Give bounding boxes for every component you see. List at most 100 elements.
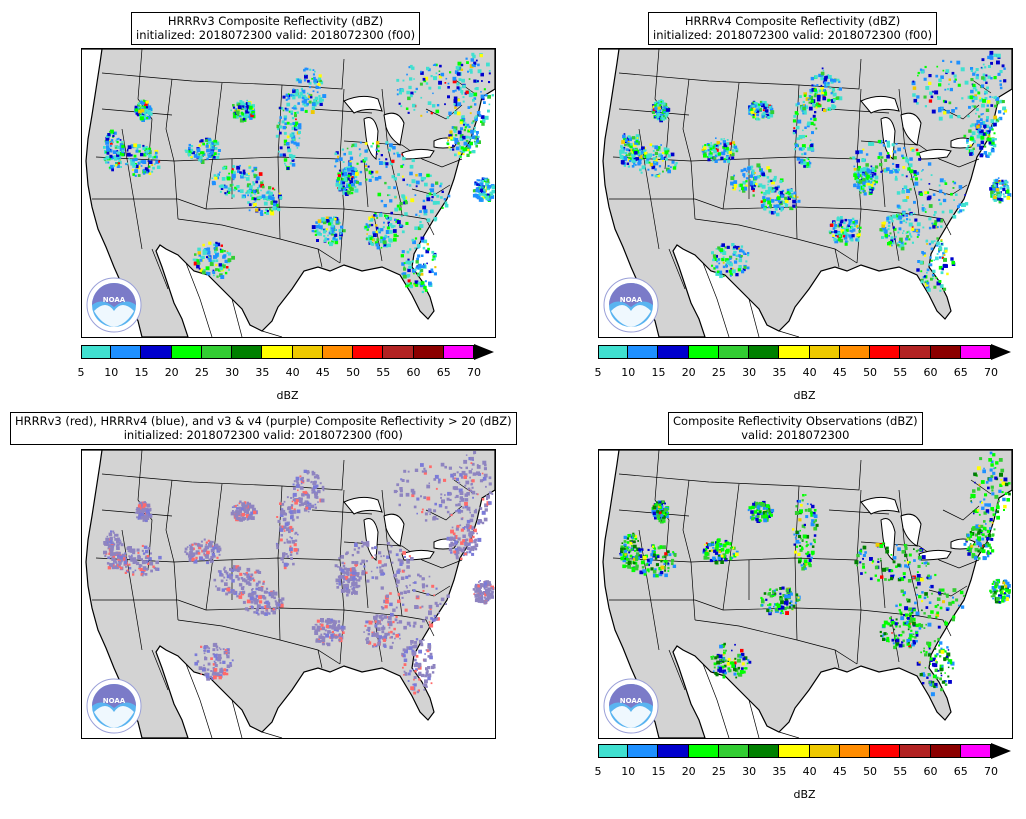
colorbar-tick-label: 50 xyxy=(863,765,878,778)
state-border xyxy=(231,298,243,337)
state-border xyxy=(918,214,952,236)
colorbar-tick-label: 50 xyxy=(346,366,361,379)
panel-title: Composite Reflectivity Observations (dBZ… xyxy=(668,412,923,445)
state-border xyxy=(401,214,435,236)
colorbar-tick-label: 55 xyxy=(376,366,391,379)
colorbar-swatch xyxy=(628,744,659,758)
state-border xyxy=(373,214,383,262)
state-border xyxy=(682,479,696,621)
colorbar-swatch xyxy=(930,345,961,359)
colorbar-tick-label: 50 xyxy=(863,366,878,379)
colorbar-tick-label: 30 xyxy=(742,366,757,379)
colorbar-swatch xyxy=(900,345,931,359)
map-observations: NOAA xyxy=(598,449,1013,739)
colorbar-swatches xyxy=(598,744,992,758)
state-border xyxy=(231,699,243,738)
state-border xyxy=(373,615,383,663)
state-border xyxy=(682,78,696,220)
colorbar-swatch xyxy=(322,345,354,359)
colorbar-tick-label: 15 xyxy=(651,765,666,778)
colorbar-swatch xyxy=(870,744,901,758)
state-border xyxy=(609,198,920,216)
state-border xyxy=(151,649,169,691)
state-border xyxy=(748,298,760,337)
great-lake xyxy=(918,148,952,160)
state-border xyxy=(722,82,740,210)
colorbar-swatch xyxy=(809,345,840,359)
colorbar-tick-label: 40 xyxy=(802,765,817,778)
panel-title: HRRRv3 Composite Reflectivity (dBZ) init… xyxy=(131,12,421,45)
colorbar-swatch xyxy=(839,744,871,758)
colorbar-tick-label: 5 xyxy=(594,366,602,379)
colorbar-swatch xyxy=(718,744,750,758)
colorbar-swatch xyxy=(688,345,719,359)
state-border xyxy=(702,262,730,337)
colorbar-tick-label: 30 xyxy=(225,366,240,379)
colorbar-tick-label: 60 xyxy=(406,366,421,379)
state-border xyxy=(261,731,283,738)
state-border xyxy=(401,615,435,637)
colorbar-swatch xyxy=(749,744,780,758)
state-border xyxy=(778,731,800,738)
colorbar-tick-label: 70 xyxy=(467,366,481,379)
state-border xyxy=(165,78,179,220)
state-border xyxy=(834,649,840,669)
colorbar-extend-arrow xyxy=(474,344,494,360)
great-lake xyxy=(860,95,900,114)
precipitation-field xyxy=(103,451,495,695)
state-border xyxy=(880,158,886,208)
colorbar-swatch xyxy=(930,744,961,758)
state-border xyxy=(918,615,952,637)
colorbar-swatch xyxy=(779,345,810,359)
colorbar-swatch xyxy=(718,345,750,359)
state-border xyxy=(668,248,686,290)
colorbar-swatch xyxy=(171,345,202,359)
colorbar-swatch xyxy=(658,744,689,758)
map-hrrrv4: NOAA xyxy=(598,48,1013,338)
colorbar-tick-label: 40 xyxy=(802,366,817,379)
state-border xyxy=(177,619,341,665)
colorbar-swatch xyxy=(413,345,444,359)
state-border xyxy=(722,483,740,611)
colorbar-swatch xyxy=(598,744,629,758)
map-canvas: NOAA xyxy=(599,49,1012,337)
colorbar-swatches xyxy=(81,345,475,359)
noaa-logo: NOAA xyxy=(86,277,142,333)
colorbar-tick-label: 55 xyxy=(893,765,908,778)
great-lake xyxy=(343,496,383,515)
great-lake xyxy=(918,549,952,561)
colorbar-label: dBZ xyxy=(793,788,816,801)
colorbar-swatch xyxy=(201,345,233,359)
colorbar-swatch xyxy=(960,345,992,359)
state-border xyxy=(748,699,760,738)
state-border xyxy=(880,559,886,609)
noaa-logo: NOAA xyxy=(86,678,142,734)
precipitation-field xyxy=(619,451,1011,697)
state-border xyxy=(92,198,403,216)
colorbar-tick-label: 70 xyxy=(984,765,998,778)
state-border xyxy=(311,509,373,515)
colorbar-swatch xyxy=(749,345,780,359)
state-border xyxy=(421,158,463,168)
panel-title: HRRRv3 (red), HRRRv4 (blue), and v3 & v4… xyxy=(10,412,517,445)
colorbar-tick-label: 35 xyxy=(772,366,787,379)
state-border xyxy=(317,649,323,669)
state-border xyxy=(311,108,373,114)
state-border xyxy=(856,489,862,665)
state-border xyxy=(121,128,143,250)
state-border xyxy=(121,529,143,651)
colorbar-swatch xyxy=(141,345,172,359)
colorbar-tick-label: 45 xyxy=(832,366,847,379)
colorbar-tick-label: 20 xyxy=(164,366,179,379)
svg-text:NOAA: NOAA xyxy=(103,296,126,304)
colorbar-swatch xyxy=(900,744,931,758)
noaa-logo: NOAA xyxy=(603,277,659,333)
colorbar-tick-label: 60 xyxy=(923,765,938,778)
colorbar-tick-label: 25 xyxy=(711,366,726,379)
state-border xyxy=(612,156,858,162)
map-canvas: NOAA xyxy=(82,450,495,738)
state-border xyxy=(928,585,968,597)
state-border xyxy=(694,619,858,665)
colorbar-tick-label: 65 xyxy=(436,366,451,379)
state-border xyxy=(261,330,283,337)
